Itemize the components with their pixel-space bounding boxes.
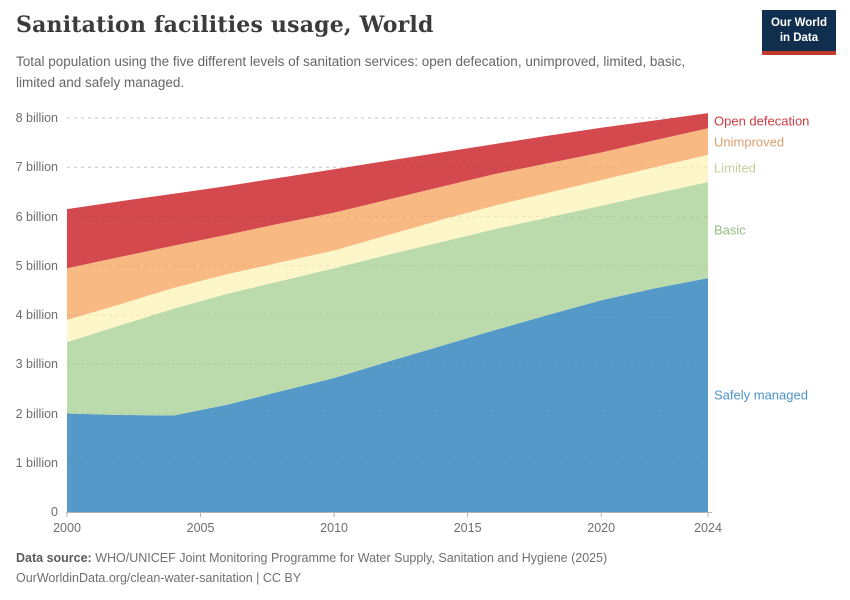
data-source-line: Data source: WHO/UNICEF Joint Monitoring… xyxy=(16,548,776,568)
x-tick-label-2010: 2010 xyxy=(320,521,348,535)
area-band-safely-managed[interactable] xyxy=(67,278,708,512)
x-tick-label-2005: 2005 xyxy=(186,521,215,535)
owid-logo-line1: Our World xyxy=(770,17,827,29)
legend-label-basic[interactable]: Basic xyxy=(714,222,746,238)
data-source-text: WHO/UNICEF Joint Monitoring Programme fo… xyxy=(91,551,608,565)
legend-label-safely-managed[interactable]: Safely managed xyxy=(714,387,808,403)
area-band-limited[interactable] xyxy=(67,154,708,343)
owid-logo-line2: in Data xyxy=(779,31,819,44)
owid-logo[interactable]: Our World in Data xyxy=(761,10,836,55)
y-tick-label-1: 1 billion xyxy=(15,455,58,470)
gridlines-overlay xyxy=(67,117,708,464)
y-tick-label-2: 2 billion xyxy=(15,406,58,421)
y-tick-label-3: 3 billion xyxy=(15,357,58,372)
y-tick-label-5: 5 billion xyxy=(15,258,58,273)
x-tick-label-2024: 2024 xyxy=(694,521,722,535)
y-tick-label-6: 6 billion xyxy=(15,209,58,224)
legend-label-open-defecation[interactable]: Open defecation xyxy=(714,113,810,129)
y-tick-label-7: 7 billion xyxy=(15,160,58,175)
y-tick-label-0: 0 xyxy=(51,505,58,519)
area-band-open-defecation[interactable] xyxy=(67,113,708,269)
x-tick-label-2000: 2000 xyxy=(53,521,81,535)
data-source-label: Data source: xyxy=(16,551,92,565)
y-tick-label-8: 8 billion xyxy=(15,111,58,125)
x-tick-label-2015: 2015 xyxy=(453,521,482,535)
license-line[interactable]: OurWorldinData.org/clean-water-sanitatio… xyxy=(16,571,302,585)
legend-label-limited[interactable]: Limited xyxy=(714,160,756,176)
area-band-unimproved[interactable] xyxy=(67,128,708,320)
chart-footer: Data source: WHO/UNICEF Joint Monitoring… xyxy=(16,548,776,588)
legend-label-unimproved[interactable]: Unimproved xyxy=(714,134,785,150)
chart-subtitle: Total population using the five differen… xyxy=(16,54,686,90)
x-tick-label-2020: 2020 xyxy=(587,521,616,535)
page-title: Sanitation facilities usage, World xyxy=(16,12,434,38)
axis-ticks xyxy=(66,512,709,517)
area-band-basic[interactable] xyxy=(67,182,708,416)
y-tick-label-4: 4 billion xyxy=(15,308,58,322)
